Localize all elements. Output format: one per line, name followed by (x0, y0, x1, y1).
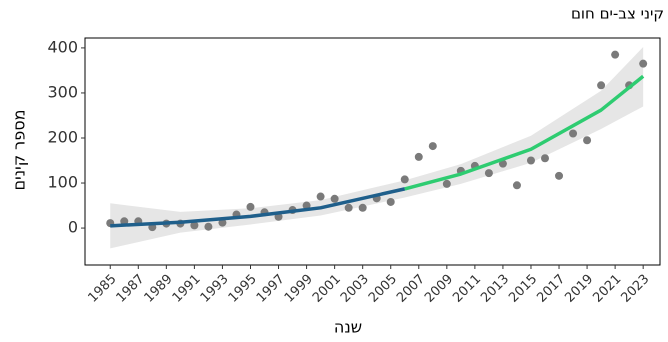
data-point (246, 202, 255, 211)
data-point (583, 136, 592, 145)
x-tick-label: 2021 (590, 272, 624, 306)
x-tick-label: 2003 (338, 272, 372, 306)
x-tick-label: 1989 (142, 272, 176, 306)
y-tick-label: 300 (47, 82, 78, 101)
data-point (442, 179, 451, 188)
data-point (190, 221, 199, 230)
x-tick-label: 1995 (226, 272, 260, 306)
x-tick-label: 2023 (618, 272, 652, 306)
x-tick-label: 2019 (562, 272, 596, 306)
confidence-band (110, 47, 644, 249)
data-point (512, 181, 521, 190)
x-tick-label: 1999 (282, 272, 316, 306)
y-tick-label: 100 (47, 173, 78, 192)
data-point (526, 156, 535, 165)
data-point (569, 129, 578, 138)
x-tick-label: 1993 (198, 272, 232, 306)
data-point (639, 59, 648, 68)
data-point (400, 175, 409, 184)
x-tick-label: 2017 (534, 272, 568, 306)
x-tick-label: 2013 (478, 272, 512, 306)
chart-title: קיני צב-ים חום (571, 5, 664, 23)
x-tick-label: 2011 (450, 272, 484, 306)
data-point (316, 192, 325, 201)
trend-line (110, 187, 406, 228)
x-tick-label: 2001 (310, 272, 344, 306)
y-tick-label: 0 (68, 218, 78, 237)
x-tick-label: 1997 (254, 272, 288, 306)
x-tick-label: 2005 (366, 272, 400, 306)
x-tick-label: 2007 (394, 272, 428, 306)
data-point (484, 169, 493, 178)
y-axis-label: מספר קינים (10, 110, 29, 191)
x-tick-label: 1991 (170, 272, 204, 306)
data-point (611, 50, 620, 59)
data-point (204, 222, 213, 231)
data-point (555, 171, 564, 180)
data-point (358, 203, 367, 212)
data-point (386, 197, 395, 206)
plot-frame (84, 37, 661, 266)
data-point (541, 154, 549, 163)
x-axis-label: שנה (334, 318, 362, 337)
y-tick-label: 400 (47, 37, 78, 56)
x-tick-label: 2009 (422, 272, 456, 306)
data-point (344, 203, 353, 212)
y-tick-label: 200 (47, 127, 78, 146)
trend-line (404, 74, 645, 191)
data-point (414, 152, 423, 161)
data-point (218, 218, 227, 227)
x-tick-label: 2015 (506, 272, 540, 306)
x-tick-label: 1987 (114, 272, 148, 306)
data-point (330, 194, 339, 203)
data-point (597, 81, 606, 90)
x-tick-label: 1985 (86, 272, 120, 306)
data-point (428, 142, 437, 151)
